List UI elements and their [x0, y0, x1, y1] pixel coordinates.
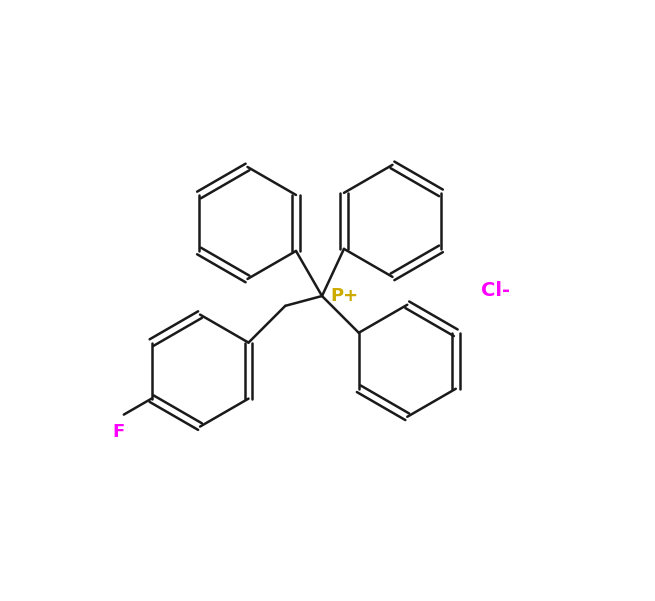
Text: F: F	[113, 423, 125, 441]
Text: P+: P+	[330, 287, 358, 305]
Text: Cl-: Cl-	[481, 281, 510, 300]
